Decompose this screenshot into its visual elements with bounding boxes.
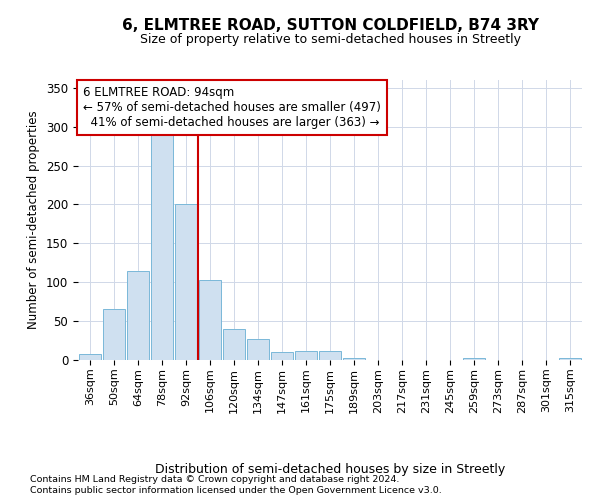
Text: 6 ELMTREE ROAD: 94sqm
← 57% of semi-detached houses are smaller (497)
  41% of s: 6 ELMTREE ROAD: 94sqm ← 57% of semi-deta… [83,86,381,128]
Bar [223,329,245,360]
Text: 6, ELMTREE ROAD, SUTTON COLDFIELD, B74 3RY: 6, ELMTREE ROAD, SUTTON COLDFIELD, B74 3… [121,18,539,32]
Text: Contains public sector information licensed under the Open Government Licence v3: Contains public sector information licen… [30,486,442,495]
Bar [559,358,581,360]
Bar [247,339,269,360]
Bar [127,270,149,360]
Bar [463,358,485,360]
Y-axis label: Number of semi-detached properties: Number of semi-detached properties [28,110,40,330]
Bar [295,352,317,360]
Text: Size of property relative to semi-detached houses in Streetly: Size of property relative to semi-detach… [139,32,521,46]
Bar [343,358,365,360]
Bar [151,134,173,360]
Bar [175,204,197,360]
Bar [103,310,125,360]
Bar [79,354,101,360]
Bar [319,350,341,360]
Bar [271,352,293,360]
Text: Distribution of semi-detached houses by size in Streetly: Distribution of semi-detached houses by … [155,462,505,475]
Text: Contains HM Land Registry data © Crown copyright and database right 2024.: Contains HM Land Registry data © Crown c… [30,475,400,484]
Bar [199,280,221,360]
